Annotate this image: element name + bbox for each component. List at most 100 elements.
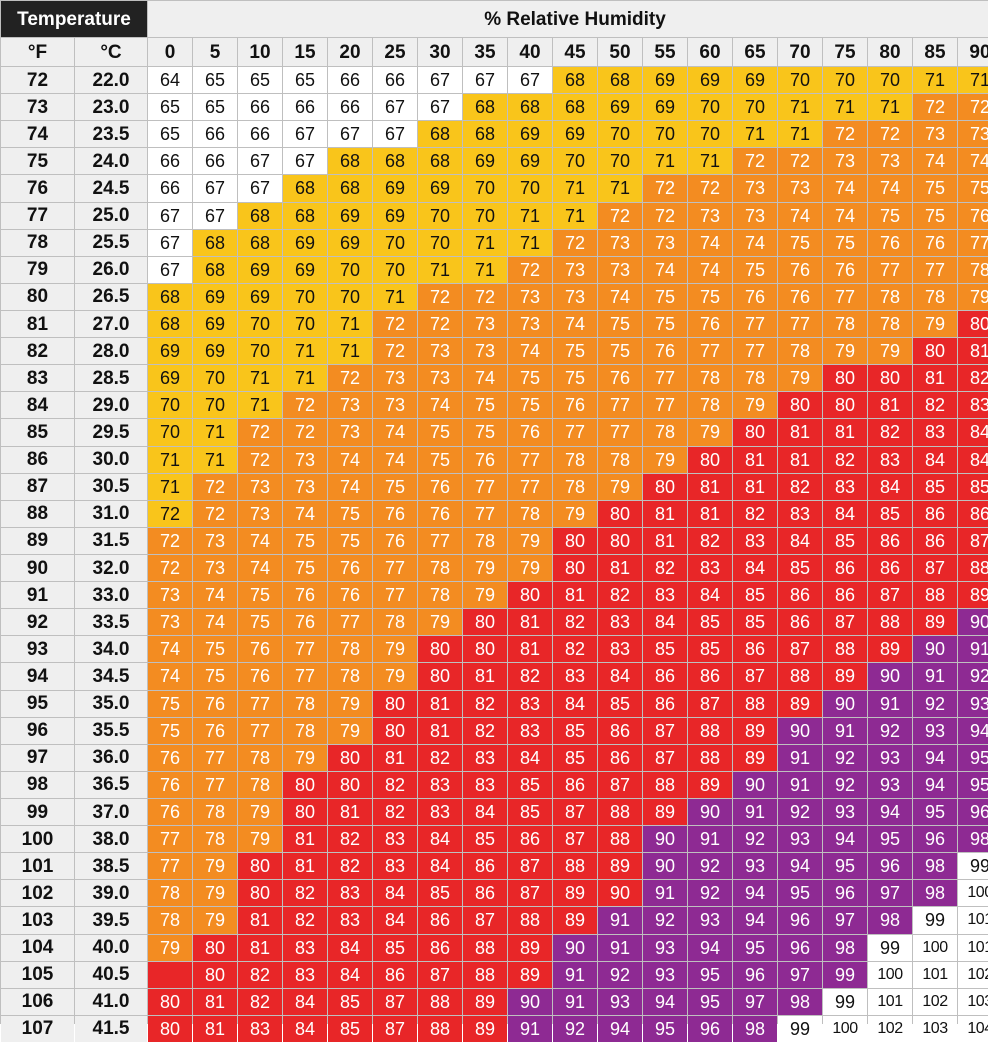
heat-index-cell: 76 <box>823 256 867 283</box>
heat-index-cell: 84 <box>373 880 417 907</box>
heat-index-cell: 66 <box>193 121 237 148</box>
heat-index-cell: 96 <box>868 853 912 880</box>
heat-index-cell: 73 <box>868 148 912 175</box>
heat-index-cell: 73 <box>418 338 462 365</box>
heat-index-cell: 71 <box>148 473 192 500</box>
heat-index-cell: 91 <box>643 880 687 907</box>
heat-index-cell: 83 <box>958 392 988 419</box>
heat-index-cell: 71 <box>778 94 822 121</box>
heat-index-cell: 70 <box>373 229 417 256</box>
heat-index-cell: 78 <box>508 500 552 527</box>
heat-index-cell: 78 <box>328 663 372 690</box>
heat-index-cell: 67 <box>373 94 417 121</box>
heat-index-cell: 86 <box>553 771 597 798</box>
humidity-column-label: 40 <box>508 38 552 66</box>
heat-index-cell: 88 <box>643 771 687 798</box>
heat-index-cell: 75 <box>463 419 507 446</box>
fahrenheit-row-label: 89 <box>1 527 74 554</box>
heat-index-cell: 69 <box>283 256 327 283</box>
celsius-row-label: 24.5 <box>75 175 147 202</box>
heat-index-cell: 94 <box>598 1015 642 1042</box>
heat-index-cell: 80 <box>418 663 462 690</box>
heat-index-cell: 64 <box>148 67 192 94</box>
heat-index-cell: 77 <box>238 690 282 717</box>
heat-index-cell: 92 <box>643 907 687 934</box>
fahrenheit-row-label: 97 <box>1 744 74 771</box>
heat-index-cell: 67 <box>328 121 372 148</box>
fahrenheit-row-label: 98 <box>1 771 74 798</box>
heat-index-cell: 80 <box>148 1015 192 1042</box>
heat-index-cell: 85 <box>688 609 732 636</box>
heat-index-cell: 87 <box>778 636 822 663</box>
heat-index-cell: 73 <box>328 392 372 419</box>
heat-index-cell: 70 <box>463 175 507 202</box>
heat-index-cell: 85 <box>598 690 642 717</box>
heat-index-cell: 77 <box>148 853 192 880</box>
heat-index-cell: 68 <box>418 148 462 175</box>
heat-index-cell: 86 <box>733 636 777 663</box>
heat-index-cell: 81 <box>283 853 327 880</box>
heat-index-cell: 80 <box>418 636 462 663</box>
heat-index-cell: 81 <box>553 582 597 609</box>
heat-index-cell: 70 <box>643 121 687 148</box>
heat-index-cell: 66 <box>238 121 282 148</box>
heat-index-cell: 79 <box>283 744 327 771</box>
heat-index-cell: 83 <box>778 500 822 527</box>
heat-index-cell: 99 <box>868 934 912 961</box>
heat-index-cell: 86 <box>463 880 507 907</box>
heat-index-cell: 78 <box>598 446 642 473</box>
celsius-row-label: 32.0 <box>75 554 147 582</box>
heat-index-cell: 67 <box>463 67 507 94</box>
heat-index-cell: 89 <box>958 582 988 609</box>
heat-index-cell: 72 <box>463 283 507 310</box>
heat-index-cell: 95 <box>643 1015 687 1042</box>
heat-index-cell: 75 <box>643 310 687 338</box>
heat-index-cell: 75 <box>508 365 552 392</box>
heat-index-cell: 92 <box>553 1015 597 1042</box>
heat-index-cell: 68 <box>418 121 462 148</box>
heat-index-cell: 66 <box>328 67 372 94</box>
heat-index-cell: 82 <box>508 663 552 690</box>
heat-index-cell: 70 <box>193 392 237 419</box>
heat-index-cell: 77 <box>598 392 642 419</box>
heat-index-cell: 78 <box>328 636 372 663</box>
heat-index-cell: 91 <box>913 663 957 690</box>
humidity-column-label: 5 <box>193 38 237 66</box>
heat-index-cell: 68 <box>148 310 192 338</box>
heat-index-cell: 66 <box>148 148 192 175</box>
heat-index-cell: 80 <box>328 744 372 771</box>
heat-index-cell: 79 <box>238 826 282 853</box>
heat-index-cell: 79 <box>328 690 372 717</box>
heat-index-cell: 89 <box>553 880 597 907</box>
heat-index-cell: 92 <box>598 961 642 988</box>
heat-index-cell: 74 <box>238 554 282 582</box>
heat-index-cell: 74 <box>553 310 597 338</box>
heat-index-cell: 94 <box>733 880 777 907</box>
heat-index-cell: 81 <box>418 690 462 717</box>
heat-index-cell: 85 <box>688 636 732 663</box>
heat-index-cell: 90 <box>553 934 597 961</box>
heat-index-cell: 78 <box>913 283 957 310</box>
heat-index-cell: 76 <box>463 446 507 473</box>
heat-index-cell: 80 <box>913 338 957 365</box>
heat-index-cell: 69 <box>508 148 552 175</box>
heat-index-cell: 67 <box>148 256 192 283</box>
heat-index-cell: 78 <box>553 446 597 473</box>
heat-index-cell: 87 <box>643 717 687 744</box>
heat-index-cell: 83 <box>328 880 372 907</box>
heat-index-cell: 70 <box>823 67 867 94</box>
heat-index-cell: 76 <box>688 310 732 338</box>
heat-index-cell: 79 <box>778 365 822 392</box>
heat-index-cell: 84 <box>553 690 597 717</box>
heat-index-cell: 78 <box>958 256 988 283</box>
heat-index-cell: 98 <box>913 880 957 907</box>
heat-index-cell: 80 <box>283 798 327 826</box>
heat-index-cell: 68 <box>283 175 327 202</box>
heat-index-cell: 75 <box>193 636 237 663</box>
fahrenheit-row-label: 86 <box>1 446 74 473</box>
fahrenheit-row-label: 78 <box>1 229 74 256</box>
heat-index-cell: 81 <box>868 392 912 419</box>
celsius-row-label: 41.0 <box>75 988 147 1015</box>
humidity-column-label: 60 <box>688 38 732 66</box>
celsius-row-label: 29.5 <box>75 419 147 446</box>
